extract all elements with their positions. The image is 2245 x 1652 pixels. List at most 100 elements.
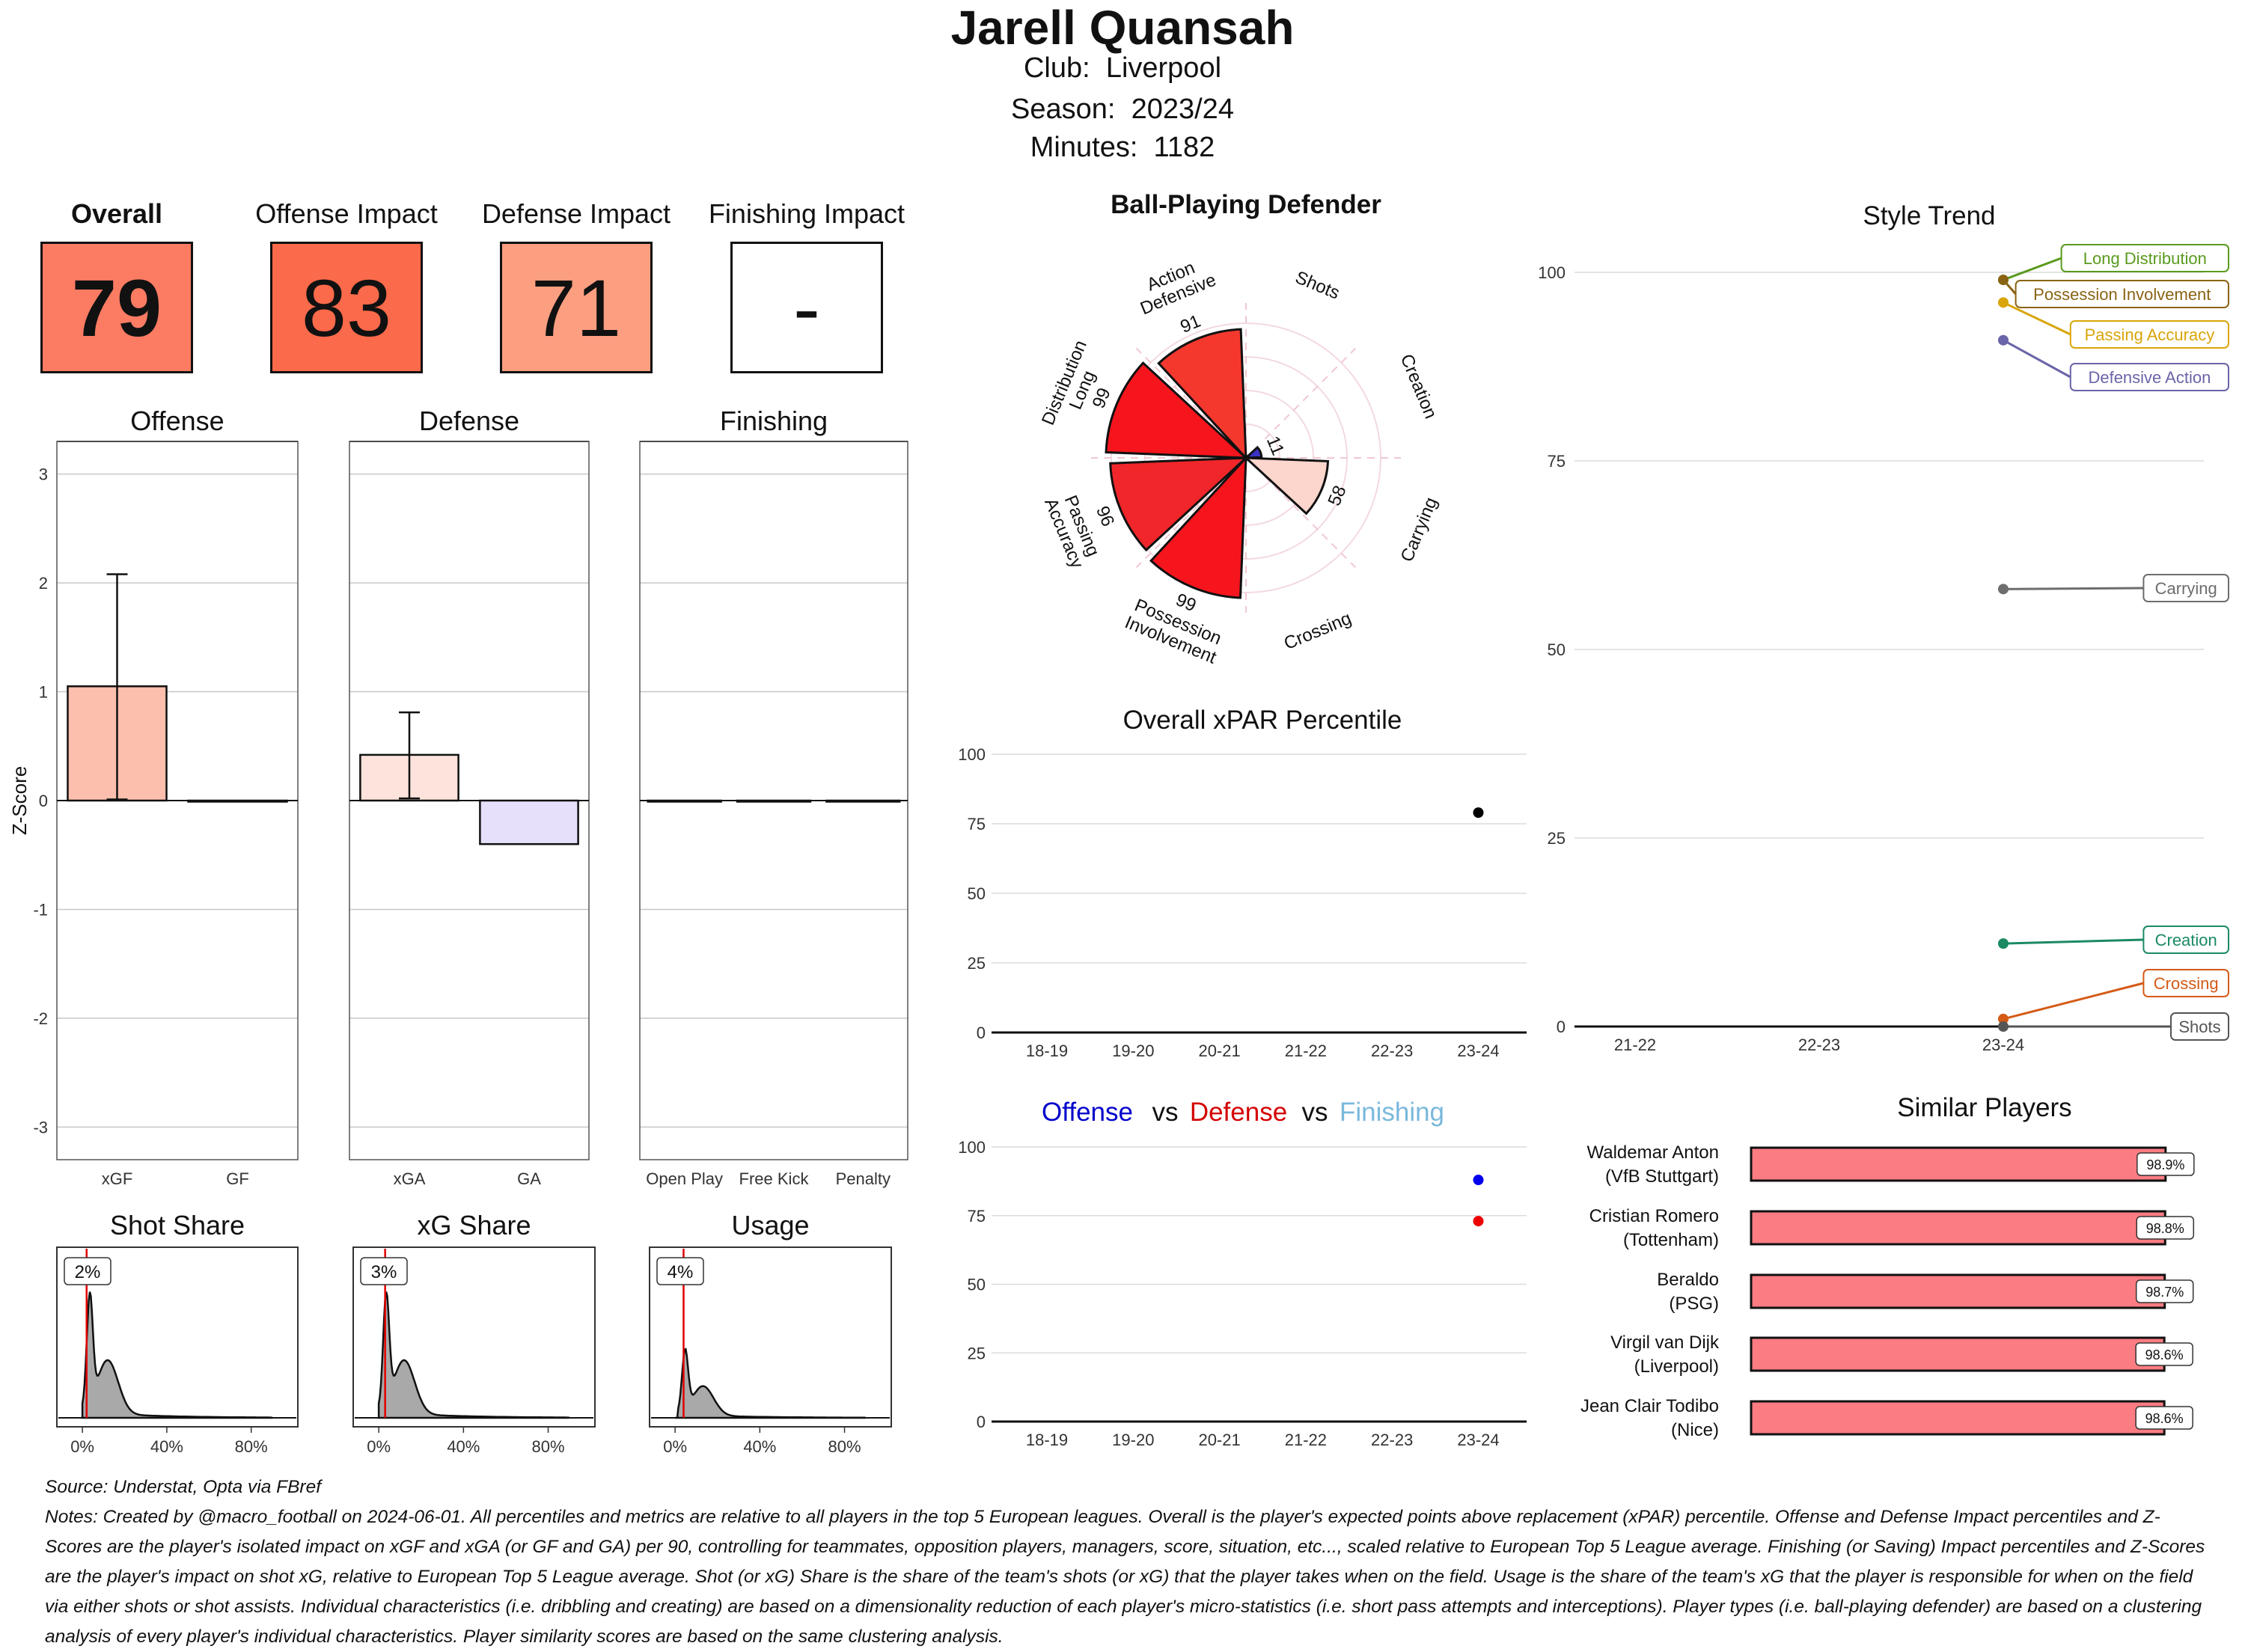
x-tick-label: 23-24 [1457,1041,1499,1060]
zscore-tick-label: -3 [33,1118,48,1136]
zscore-tick-label: -1 [33,900,48,919]
y-tick-label: 25 [1548,829,1566,848]
trend-label-box [2069,363,2230,391]
share-title: Shot Share [110,1210,245,1240]
data-point [1473,807,1484,819]
radar-axis-label: Creation [1396,351,1441,421]
radar-wedge [1157,328,1247,462]
x-tick-label: 20-21 [1198,1431,1240,1449]
similar-bar [1750,1400,2166,1436]
ovd-title-part: Finishing [1340,1098,1444,1127]
x-tick-label: 20-21 [1198,1041,1240,1060]
y-tick-label: 100 [958,1138,986,1157]
share-tick-label: 0% [70,1437,94,1456]
notes-text: Notes: Created by @macro_football on 202… [45,1507,2205,1647]
similar-player-name: Cristian Romero [1589,1206,1719,1226]
radar-axis-label: Shots [1292,267,1343,303]
card-defense-label: Defense Impact [481,198,671,229]
share-tick-label: 40% [447,1437,480,1456]
x-tick-label: 21-22 [1285,1041,1327,1060]
x-tick-label: 22-23 [1371,1431,1413,1449]
similar-player-club: (Tottenham) [1623,1230,1719,1250]
trend-series-label: Possession Involvement [2033,285,2211,304]
similar-players-chart: Similar Players Waldemar Anton (VfB Stuttg… [1580,1093,2195,1440]
similar-player-name: Waldemar Anton [1586,1142,1719,1163]
y-tick-label: 50 [968,1276,986,1294]
share-tick-label: 80% [532,1437,565,1456]
trend-point [1998,334,2009,346]
share-value-label: 4% [668,1262,694,1282]
minutes-label: Minutes: [1030,132,1138,163]
trend-series-label: Crossing [2154,974,2219,993]
y-tick-label: 50 [968,884,986,903]
x-tick-label: 18-19 [1026,1041,1068,1060]
x-tick-label: 21-22 [1285,1431,1327,1449]
similar-value-label: 98.6% [2145,1411,2184,1426]
card-finishing-value: - [730,242,883,373]
card-offense-label: Offense Impact [255,198,438,229]
similar-bar [1750,1210,2166,1246]
similar-value-label: 98.8% [2146,1221,2184,1236]
radar-value-label: 91 [1177,311,1203,337]
zscore-panel-defense: Defense xGA GA [349,406,590,1188]
zscore-tick-label: -2 [33,1009,48,1028]
y-tick-label: 100 [1538,263,1566,282]
zscore-category-label: xGA [394,1169,426,1188]
trend-label-box [2142,969,2229,997]
share-panel-2: Usage 4% 0% 40% 80% [649,1210,892,1456]
y-tick-label: 0 [977,1024,986,1042]
x-tick-label: 23-24 [1457,1431,1499,1449]
zscore-tick-label: 2 [39,574,48,593]
trend-leader-line [2003,257,2062,281]
trend-series-label: Shots [2178,1018,2220,1036]
radar-wedge [1149,454,1247,599]
share-tick-label: 40% [743,1437,776,1456]
source-text: Source: Understat, Opta via FBref [45,1477,322,1497]
share-tick-label: 80% [828,1437,861,1456]
share-tick-label: 80% [235,1437,268,1456]
minutes-line: Minutes: 1182 [0,132,2245,164]
similar-value-box [2136,1216,2195,1240]
trend-label-box [2170,1012,2229,1041]
offense-defense-chart: 0 25 50 75 100 18-19 19-20 20-21 21-22 22-23 23-24… [958,1098,1527,1449]
trend-leader-line [2003,301,2071,336]
style-trend-chart: Style Trend 0 25 50 75 100 21-22 22-23 23-24 Long… [1538,201,2230,1054]
data-point [1473,1175,1484,1186]
x-tick-label: 19-20 [1112,1041,1154,1060]
share-value-label: 2% [75,1262,101,1282]
similar-player-club: (Nice) [1671,1420,1719,1440]
minutes-value: 1182 [1153,132,1215,163]
radar-wedge [1109,456,1250,552]
trend-point [1998,1013,2009,1024]
trend-series-label: Passing Accuracy [2085,325,2215,344]
y-tick-label: 50 [1548,640,1566,659]
value-label-box [656,1257,704,1285]
trend-point [1998,938,2009,949]
card-offense-value: 83 [270,242,423,373]
card-finishing-label: Finishing Impact [708,198,905,229]
similar-player-club: (VfB Stuttgart) [1605,1166,1719,1187]
panel-title: Defense [419,406,519,436]
ovd-title-part: vs [1302,1098,1328,1127]
radar-wedge [1242,456,1330,516]
share-title: Usage [731,1210,809,1240]
zscore-category-label: Penalty [836,1169,891,1188]
season-value: 2023/24 [1131,94,1234,125]
share-value-label: 3% [371,1262,397,1282]
x-tick-label: 22-23 [1798,1035,1840,1054]
zscore-panel-offense: Offense xGF GF [56,406,299,1188]
radar-title: Ball-Playing Defender [1111,190,1381,219]
similar-bar [1750,1336,2166,1372]
zscore-category-label: GA [517,1169,541,1188]
trend-label-box [2015,280,2230,308]
value-label-box [360,1257,408,1285]
radar-axis-label: Carrying [1397,495,1442,565]
club-value: Liverpool [1105,52,1222,84]
similar-player-name: Virgil van Dijk [1610,1333,1720,1353]
y-tick-label: 25 [968,1344,986,1362]
trend-point [1998,584,2009,595]
ovd-title-part: Offense [1042,1098,1133,1127]
x-tick-label: 19-20 [1112,1431,1154,1449]
